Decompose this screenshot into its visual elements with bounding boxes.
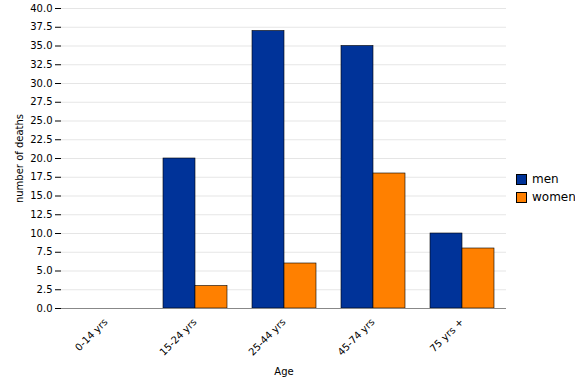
svg-text:20.0: 20.0 — [30, 153, 52, 164]
svg-text:15-24 yrs: 15-24 yrs — [157, 316, 198, 357]
svg-text:25-44 yrs: 25-44 yrs — [246, 316, 287, 357]
svg-text:27.5: 27.5 — [30, 96, 52, 107]
svg-text:32.5: 32.5 — [30, 59, 52, 70]
svg-text:10.0: 10.0 — [30, 228, 52, 239]
svg-text:30.0: 30.0 — [30, 78, 52, 89]
svg-text:5.0: 5.0 — [37, 265, 53, 276]
svg-text:75 yrs +: 75 yrs + — [428, 316, 466, 354]
svg-text:37.5: 37.5 — [30, 21, 52, 32]
svg-text:0.0: 0.0 — [37, 303, 53, 314]
svg-text:35.0: 35.0 — [30, 40, 52, 51]
svg-text:15.0: 15.0 — [30, 190, 52, 201]
svg-text:2.5: 2.5 — [37, 284, 53, 295]
svg-text:25.0: 25.0 — [30, 115, 52, 126]
svg-text:40.0: 40.0 — [30, 3, 52, 14]
svg-text:45-74 yrs: 45-74 yrs — [335, 316, 376, 357]
svg-text:0-14 yrs: 0-14 yrs — [73, 316, 110, 353]
svg-text:12.5: 12.5 — [30, 209, 52, 220]
svg-text:22.5: 22.5 — [30, 134, 52, 145]
svg-text:7.5: 7.5 — [37, 246, 53, 257]
html-text:men: men — [532, 172, 559, 186]
html-text:women: women — [532, 190, 575, 204]
svg-text:17.5: 17.5 — [30, 171, 52, 182]
svg-text:number of deaths: number of deaths — [14, 114, 25, 203]
svg-text:Age: Age — [274, 366, 293, 377]
